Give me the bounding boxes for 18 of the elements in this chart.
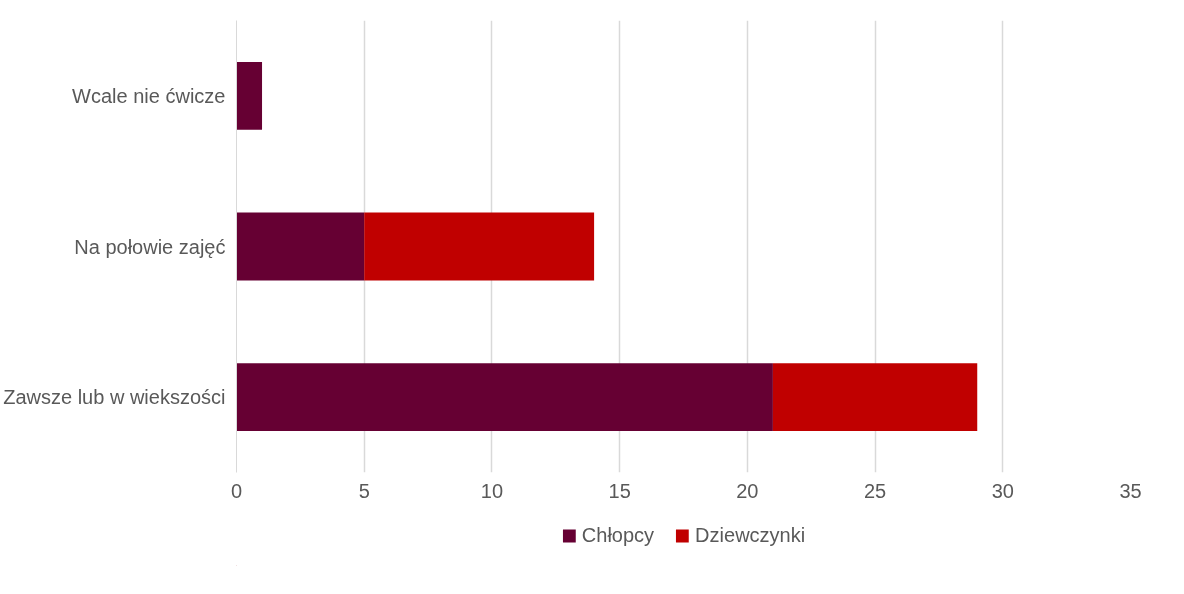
y-tick-label: Wcale nie ćwicze <box>72 84 226 107</box>
legend-label: Chłopcy <box>581 523 655 547</box>
bar <box>236 212 365 281</box>
y-tick-label: Na połowie zajęć <box>74 235 226 258</box>
bar <box>236 61 263 130</box>
x-tick-label: 30 <box>991 479 1014 502</box>
x-tick-label: 25 <box>863 479 887 502</box>
x-tick-label: 0 <box>230 479 243 502</box>
x-tick-label: 35 <box>1119 479 1142 502</box>
x-tick-label: 15 <box>608 479 631 502</box>
bar <box>364 212 595 281</box>
bar <box>772 363 978 432</box>
bar <box>236 363 773 432</box>
x-tick-label: 20 <box>736 479 759 502</box>
x-tick-label: 10 <box>480 479 504 502</box>
y-tick-label: Zawsze lub w wiekszości <box>3 386 226 409</box>
x-tick-label: 5 <box>358 479 370 502</box>
legend-label: Dziewczynki <box>695 523 806 547</box>
